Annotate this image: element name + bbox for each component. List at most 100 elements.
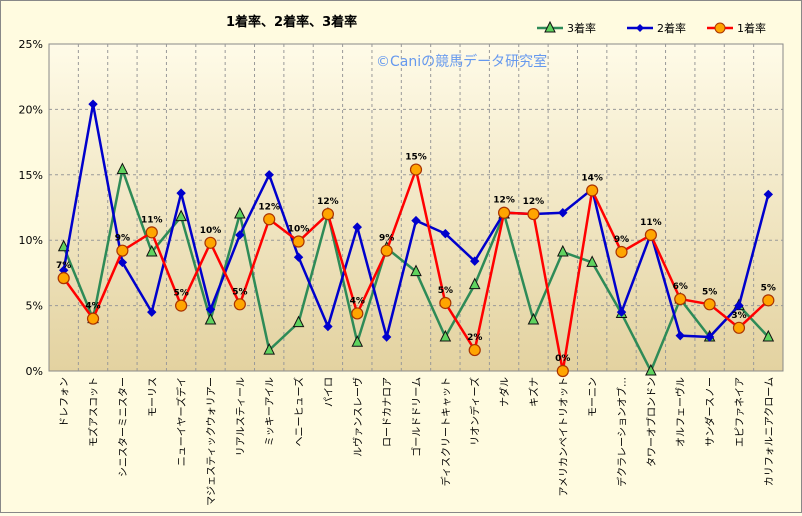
data-labels: 7% 4% 9% 11% 5% 10% 5% 12% 10% 12% 4% 9% 15% 5% 2% 12% 1… xyxy=(56,153,776,364)
data-label: 4% xyxy=(85,302,100,312)
legend-marker xyxy=(714,22,726,34)
point-1st xyxy=(175,299,188,312)
data-label: 14% xyxy=(581,173,603,183)
point-1st xyxy=(116,244,129,257)
legend-marker xyxy=(636,24,644,32)
point-2nd xyxy=(176,188,186,198)
point-3rd xyxy=(263,342,276,355)
data-label: 12% xyxy=(317,197,339,207)
y-tick-label: 20% xyxy=(19,103,43,116)
point-3rd xyxy=(234,206,246,219)
data-label: 10% xyxy=(288,225,310,235)
point-2nd xyxy=(323,321,333,332)
point-3rd xyxy=(556,244,569,257)
point-1st xyxy=(204,236,217,249)
point-3rd xyxy=(410,264,422,277)
point-2nd xyxy=(763,189,774,200)
point-1st xyxy=(527,207,540,221)
x-tick-label: デクラレーションオブ… xyxy=(616,377,629,487)
point-2nd xyxy=(675,330,685,341)
x-tick-label: パイロ xyxy=(323,377,335,407)
point-2nd xyxy=(558,208,568,218)
data-label: 12% xyxy=(523,197,545,207)
data-label: 2% xyxy=(467,333,482,343)
point-1st xyxy=(86,312,100,325)
data-label: 10% xyxy=(200,226,222,236)
x-tick-label: アメリカンペイトリオット xyxy=(558,377,570,497)
legend-label: 1着率 xyxy=(737,21,766,35)
legend: 3着率 2着率 1着率 xyxy=(537,20,766,35)
point-1st xyxy=(674,292,687,306)
point-3rd xyxy=(586,255,598,267)
point-1st xyxy=(644,228,657,242)
data-label: 12% xyxy=(493,196,515,206)
point-2nd xyxy=(352,222,362,232)
y-tick-label: 10% xyxy=(19,234,43,247)
data-label: 15% xyxy=(405,153,427,163)
data-label: 5% xyxy=(761,283,776,293)
point-2nd xyxy=(440,228,451,239)
point-1st xyxy=(233,298,246,311)
x-tick-label: カリフォルニアクローム xyxy=(763,377,775,486)
point-1st xyxy=(145,226,158,239)
point-1st xyxy=(380,244,393,257)
point-1st xyxy=(556,364,569,378)
y-tick-label: 5% xyxy=(26,300,43,313)
x-tick-label: ルヴァンスレーヴ xyxy=(351,377,364,457)
point-3rd xyxy=(527,312,540,325)
data-label: 5% xyxy=(232,287,247,297)
x-tick-label: モーリス xyxy=(148,377,159,417)
point-3rd xyxy=(351,335,364,347)
x-tick-label: ニューイヤーズデイ xyxy=(175,377,188,466)
point-3rd xyxy=(468,277,481,290)
data-label: 6% xyxy=(673,282,688,292)
data-label: 4% xyxy=(350,296,365,306)
data-label: 9% xyxy=(115,234,130,244)
point-2nd xyxy=(411,215,421,226)
point-1st xyxy=(468,343,481,357)
y-tick-label: 0% xyxy=(26,365,43,378)
point-3rd xyxy=(439,329,452,342)
x-tick-label: リアルスティール xyxy=(236,377,247,456)
x-tick-label: オルフェーヴル xyxy=(674,377,687,447)
x-tick-label: モズアスコット xyxy=(87,377,100,447)
point-2nd xyxy=(147,307,157,317)
legend-marker xyxy=(544,20,556,33)
x-tick-label: モーニン xyxy=(588,377,599,417)
legend-label: 2着率 xyxy=(657,21,686,35)
point-1st xyxy=(263,213,276,226)
y-tick-label: 25% xyxy=(19,38,43,51)
point-2nd xyxy=(704,332,715,342)
data-label: 7% xyxy=(56,261,71,271)
data-label: 5% xyxy=(173,289,188,299)
point-2nd xyxy=(235,230,245,240)
data-label: 11% xyxy=(141,215,163,225)
x-tick-label: エピファネイア xyxy=(734,377,746,447)
point-3rd xyxy=(204,312,217,325)
series-group xyxy=(57,99,775,378)
point-1st xyxy=(732,321,746,334)
data-label: 9% xyxy=(379,234,394,244)
x-tick-label: ナダル xyxy=(498,377,511,407)
x-tick-label: キズナ xyxy=(527,377,540,407)
point-3rd xyxy=(292,315,305,328)
plot-area xyxy=(48,43,784,372)
data-label: 5% xyxy=(702,287,717,297)
point-1st xyxy=(703,298,716,311)
point-1st xyxy=(762,294,775,307)
point-1st xyxy=(586,184,599,197)
x-tick-label: ディスクリートキャット xyxy=(439,377,452,486)
point-2nd xyxy=(293,252,304,262)
point-3rd xyxy=(57,239,70,252)
point-1st xyxy=(321,207,335,221)
x-tick-label: タワーオブロンドン xyxy=(645,377,658,467)
x-tick-label: ゴールドドリーム xyxy=(410,377,423,457)
point-2nd xyxy=(205,304,216,315)
watermark: ©Caniの競馬データ研究室 xyxy=(376,53,547,70)
y-tick-label: 15% xyxy=(19,169,43,182)
x-tick-label: ミッキーアイル xyxy=(265,377,276,446)
data-label: 11% xyxy=(640,218,662,228)
point-2nd xyxy=(381,332,392,342)
chart-title: 1着率、2着率、3着率 xyxy=(226,14,357,30)
